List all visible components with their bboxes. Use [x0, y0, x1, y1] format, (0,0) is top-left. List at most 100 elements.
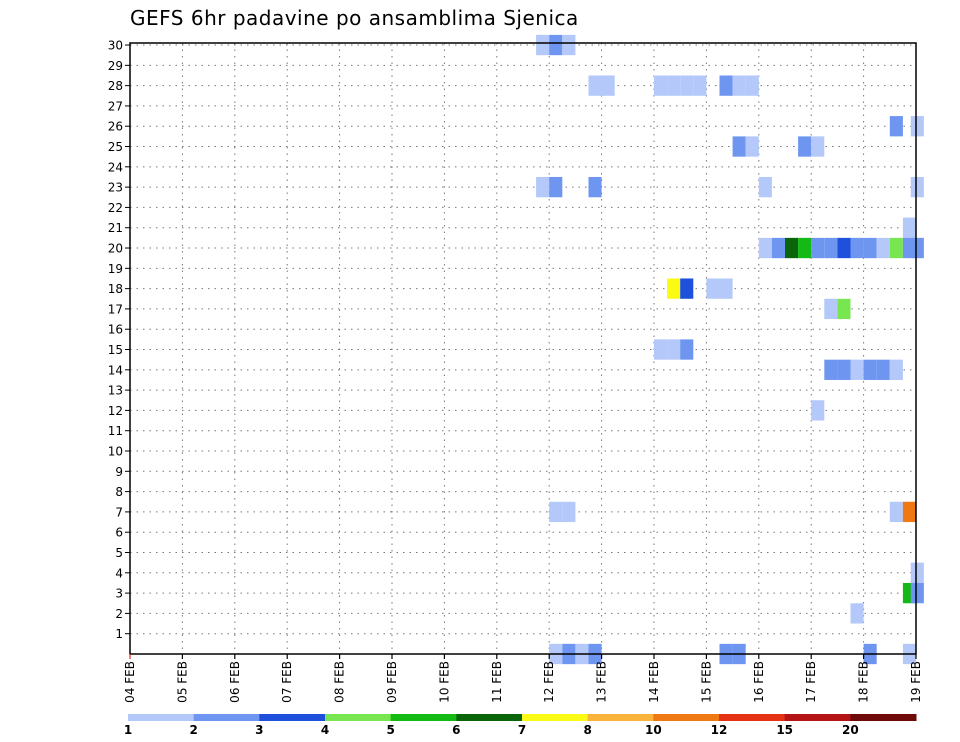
x-tick-label: 17 FEB	[804, 661, 818, 703]
x-tick-label: 05 FEB	[175, 661, 189, 703]
precip-cell	[876, 237, 890, 259]
y-tick-label: 12	[108, 404, 123, 418]
colorbar-label: 7	[518, 723, 526, 737]
precip-cell	[667, 75, 681, 96]
precip-cell	[910, 562, 924, 583]
y-tick-label: 24	[108, 160, 123, 174]
colorbar-label: 2	[189, 723, 197, 737]
precip-cell	[680, 75, 694, 96]
y-tick-label: 17	[108, 302, 123, 316]
y-tick-label: 22	[108, 201, 123, 215]
colorbar-swatch	[325, 714, 392, 721]
y-tick-label: 28	[108, 79, 123, 93]
precip-cell	[667, 278, 681, 299]
precip-cell	[588, 176, 602, 198]
y-tick-label: 14	[108, 363, 123, 377]
colorbar-label: 10	[645, 723, 662, 737]
precip-cell	[910, 116, 924, 137]
precip-cell	[654, 339, 668, 360]
precip-cell	[811, 400, 825, 421]
precip-cell	[850, 359, 864, 380]
precip-cell	[863, 359, 877, 380]
precip-cell	[771, 237, 785, 259]
precip-cell	[824, 359, 838, 380]
precip-cell	[549, 176, 563, 198]
precip-cell	[719, 75, 733, 96]
x-tick-label: 13 FEB	[595, 661, 609, 703]
y-tick-label: 4	[115, 566, 123, 580]
precip-cell	[758, 176, 772, 198]
precip-cell	[850, 603, 864, 624]
grid-lines	[130, 43, 916, 654]
precip-cell	[837, 359, 851, 380]
y-tick-label: 30	[108, 39, 123, 53]
precip-cell	[680, 339, 694, 360]
precip-cell	[706, 278, 720, 299]
precip-cell	[910, 237, 924, 259]
precip-cell	[562, 501, 576, 523]
colorbar-label: 1	[124, 723, 132, 737]
colorbar-label: 3	[255, 723, 263, 737]
colorbar-swatch	[522, 714, 589, 721]
precip-cell	[745, 75, 759, 96]
colorbar-label: 20	[842, 723, 859, 737]
colorbar-swatch	[719, 714, 786, 721]
colorbar-label: 5	[386, 723, 394, 737]
precip-cell	[837, 298, 851, 320]
x-tick-label: 04 FEB	[123, 661, 137, 703]
y-tick-label: 16	[108, 323, 123, 337]
x-tick-label: 09 FEB	[385, 661, 399, 703]
precip-cell	[811, 136, 825, 157]
precip-cell	[536, 34, 550, 56]
precip-cell	[824, 298, 838, 320]
y-tick-label: 5	[115, 546, 123, 560]
precip-cell	[798, 136, 812, 157]
precip-cell	[693, 75, 707, 96]
precip-cell	[745, 136, 759, 157]
precip-cell	[549, 34, 563, 56]
colorbar-label: 8	[583, 723, 591, 737]
y-tick-label: 23	[108, 181, 123, 195]
y-tick-label: 25	[108, 140, 123, 154]
colorbar-swatch	[193, 714, 260, 721]
precip-cell	[549, 501, 563, 523]
colorbar-swatch	[784, 714, 851, 721]
precip-cell	[910, 176, 924, 198]
y-tick-label: 29	[108, 59, 123, 73]
x-tick-label: 11 FEB	[490, 661, 504, 703]
x-tick-label: 10 FEB	[437, 661, 451, 703]
colorbar-swatch	[587, 714, 654, 721]
y-tick-label: 2	[115, 607, 123, 621]
precip-cell	[798, 237, 812, 259]
precip-cell	[876, 359, 890, 380]
y-tick-label: 1	[115, 627, 123, 641]
colorbar-label: 12	[711, 723, 728, 737]
x-tick-label: 08 FEB	[333, 661, 347, 703]
precip-cell	[824, 237, 838, 259]
precip-cell	[837, 237, 851, 259]
precip-cell	[785, 237, 799, 259]
x-tick-label: 14 FEB	[647, 661, 661, 703]
y-tick-label: 26	[108, 120, 123, 134]
precip-cell	[536, 176, 550, 198]
x-tick-label: 15 FEB	[699, 661, 713, 703]
colorbar-swatch	[850, 714, 917, 721]
precip-cell	[889, 359, 903, 380]
y-tick-label: 6	[115, 526, 123, 540]
y-tick-label: 21	[108, 221, 123, 235]
y-tick-label: 15	[108, 343, 123, 357]
x-tick-label: 19 FEB	[909, 661, 923, 703]
colorbar-label: 15	[776, 723, 793, 737]
y-tick-label: 8	[115, 485, 123, 499]
precip-cell	[562, 34, 576, 56]
precip-cell	[850, 237, 864, 259]
x-tick-label: 06 FEB	[228, 661, 242, 703]
precip-cell	[601, 75, 615, 96]
x-tick-label: 16 FEB	[752, 661, 766, 703]
precip-cell	[889, 116, 903, 137]
y-tick-label: 27	[108, 99, 123, 113]
precip-cell	[910, 582, 924, 604]
precip-cell	[588, 75, 602, 96]
precip-cell	[758, 237, 772, 259]
